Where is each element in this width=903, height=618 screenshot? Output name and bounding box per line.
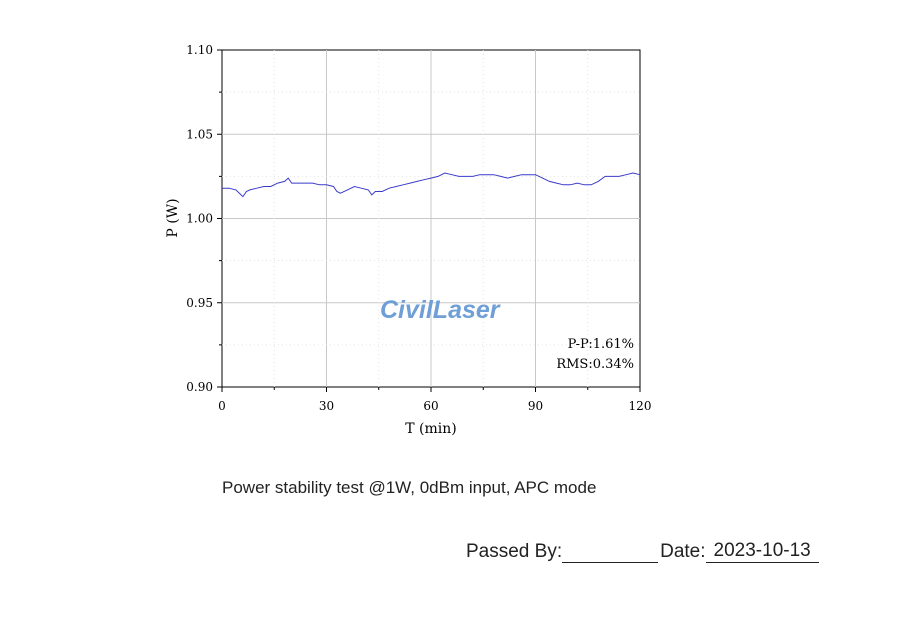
annotation-rms: RMS:0.34% xyxy=(556,357,634,372)
date-label: Date: xyxy=(660,541,706,562)
grid-lines xyxy=(222,50,640,387)
date-value: 2023-10-13 xyxy=(705,540,819,563)
y-tick-label: 1.00 xyxy=(186,212,213,226)
series-line xyxy=(222,172,641,198)
x-tick-label: 60 xyxy=(423,399,438,413)
y-tick-label: 0.95 xyxy=(186,296,213,310)
watermark-logo: CivilLaser xyxy=(380,296,501,324)
y-tick-label: 0.90 xyxy=(186,380,213,394)
axis-ticks: 0 30 60 90 120 0.90 0.95 1.00 1.05 1.10 xyxy=(186,43,651,413)
x-tick-label: 0 xyxy=(218,399,226,413)
passed-by-label: Passed By: xyxy=(466,541,563,562)
x-tick-label: 90 xyxy=(528,399,543,413)
x-tick-label: 120 xyxy=(629,399,652,413)
power-stability-chart: 0 30 60 90 120 0.90 0.95 1.00 1.05 1.10 CivilLase… xyxy=(165,43,651,437)
annotation-pp: P-P:1.61% xyxy=(568,337,634,352)
chart-caption: Power stability test @1W, 0dBm input, AP… xyxy=(222,478,597,497)
x-axis-title: T (min) xyxy=(405,421,456,437)
signature-row: Passed By: Date: 2023-10-13 xyxy=(466,540,819,563)
series-group xyxy=(222,172,641,198)
passed-by-blank xyxy=(562,540,659,563)
y-tick-label: 1.10 xyxy=(186,43,213,57)
x-tick-label: 30 xyxy=(319,399,334,413)
y-axis-title: P (W) xyxy=(165,198,181,237)
y-tick-label: 1.05 xyxy=(186,127,213,141)
